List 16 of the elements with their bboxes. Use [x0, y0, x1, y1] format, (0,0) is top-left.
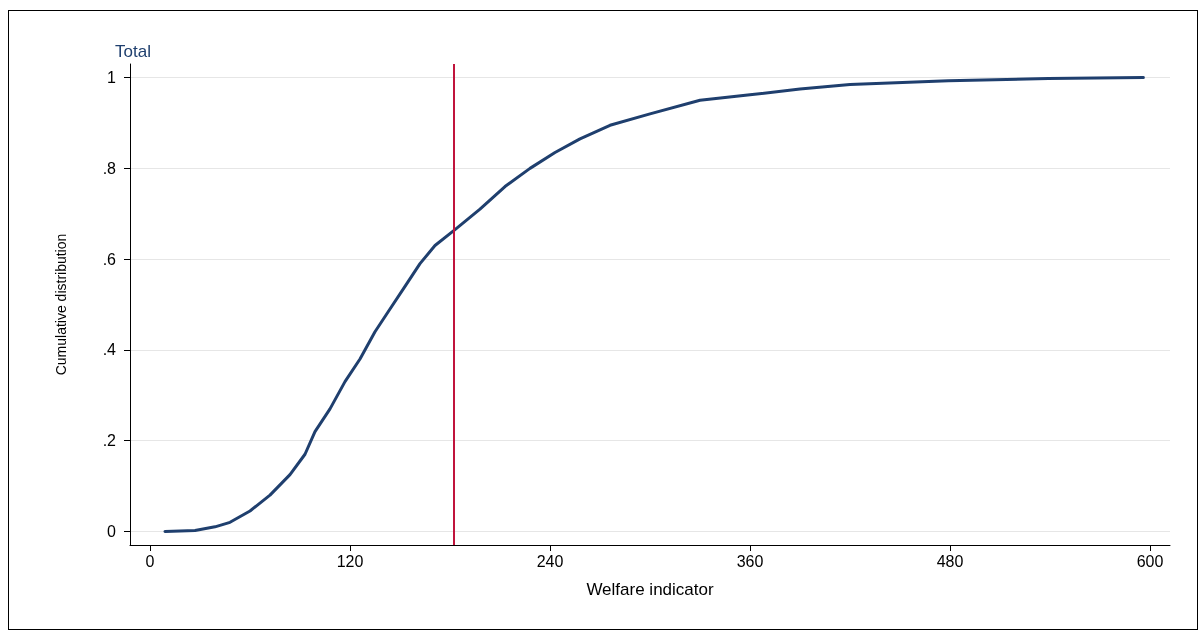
- x-tick-label: 120: [336, 552, 364, 570]
- x-tick-label: 600: [1136, 552, 1164, 570]
- y-tick-label: .6: [102, 250, 117, 268]
- line-series: [163, 76, 1145, 533]
- x-tick-label: 0: [145, 552, 155, 570]
- x-tick-label: 480: [936, 552, 964, 570]
- x-tick-label: 360: [736, 552, 764, 570]
- x-tick-label: 240: [536, 552, 564, 570]
- y-tick-label: .4: [102, 341, 117, 359]
- y-tick-label: .2: [102, 432, 117, 450]
- y-axis-title: Cumulative distribution: [53, 233, 69, 376]
- chart-title: Total: [115, 42, 151, 61]
- x-axis-title: Welfare indicator: [586, 580, 714, 599]
- y-tick-label: .8: [102, 159, 117, 177]
- y-tick-label: 0: [107, 522, 117, 540]
- y-tick-label: 1: [107, 69, 117, 87]
